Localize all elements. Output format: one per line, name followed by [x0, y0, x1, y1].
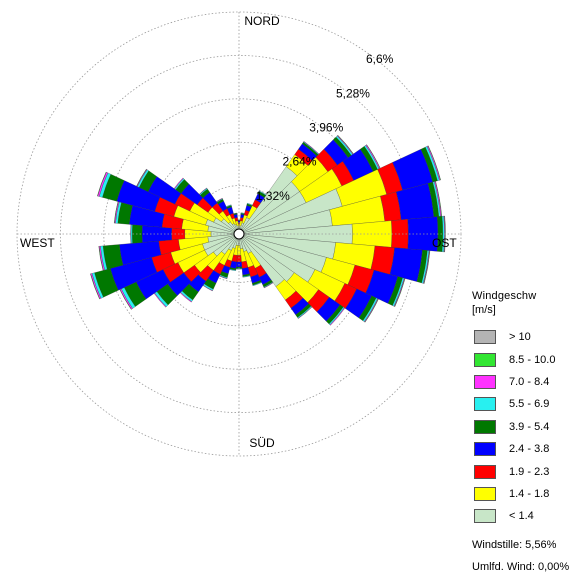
- sector-bars: [90, 135, 445, 325]
- ring-label-4: 5,28%: [336, 86, 370, 100]
- legend-swatch: [474, 442, 496, 456]
- legend-rows: > 10 8.5 - 10.0 7.0 - 8.4 5.5 - 6.9 3.9 - 5.…: [472, 326, 578, 528]
- legend-label: < 1.4: [509, 510, 534, 522]
- direction-north: NORD: [244, 14, 280, 28]
- direction-west: WEST: [20, 236, 55, 250]
- legend: Windgeschw [m/s] > 10 8.5 - 10.0 7.0 - 8.4…: [472, 289, 578, 578]
- legend-swatch: [474, 330, 496, 344]
- sector-270-class-3: [142, 226, 172, 243]
- legend-item: < 1.4: [472, 505, 578, 527]
- legend-item: 2.4 - 3.8: [472, 438, 578, 460]
- legend-item: 7.0 - 8.4: [472, 371, 578, 393]
- legend-item: 1.4 - 1.8: [472, 483, 578, 505]
- legend-label: 3.9 - 5.4: [509, 421, 549, 433]
- legend-label: 5.5 - 6.9: [509, 398, 549, 410]
- variable-wind-text: Umlfd. Wind: 0,00%: [472, 556, 578, 578]
- legend-unit: [m/s]: [472, 303, 578, 317]
- legend-item: 8.5 - 10.0: [472, 348, 578, 370]
- legend-swatch: [474, 397, 496, 411]
- direction-south: SÜD: [249, 436, 275, 450]
- legend-label: 1.9 - 2.3: [509, 466, 549, 478]
- legend-label: 1.4 - 1.8: [509, 488, 549, 500]
- ring-label-3: 3,96%: [309, 120, 343, 134]
- legend-item: > 10: [472, 326, 578, 348]
- ring-label-5: 6,6%: [366, 52, 394, 66]
- ring-label-1: 1,32%: [256, 189, 290, 203]
- legend-title: Windgeschw: [472, 289, 578, 303]
- legend-swatch: [474, 375, 496, 389]
- legend-item: 1.9 - 2.3: [472, 460, 578, 482]
- legend-item: 3.9 - 5.4: [472, 416, 578, 438]
- calm-circle: [234, 229, 244, 239]
- legend-swatch: [474, 487, 496, 501]
- legend-swatch: [474, 509, 496, 523]
- legend-swatch: [474, 465, 496, 479]
- legend-label: 2.4 - 3.8: [509, 443, 549, 455]
- calm-text: Windstille: 5,56%: [472, 534, 578, 556]
- legend-label: 8.5 - 10.0: [509, 354, 555, 366]
- ring-label-2: 2,64%: [283, 155, 317, 169]
- legend-label: > 10: [509, 331, 531, 343]
- direction-east: OST: [432, 236, 457, 250]
- legend-label: 7.0 - 8.4: [509, 376, 549, 388]
- legend-item: 5.5 - 6.9: [472, 393, 578, 415]
- legend-swatch: [474, 420, 496, 434]
- legend-swatch: [474, 353, 496, 367]
